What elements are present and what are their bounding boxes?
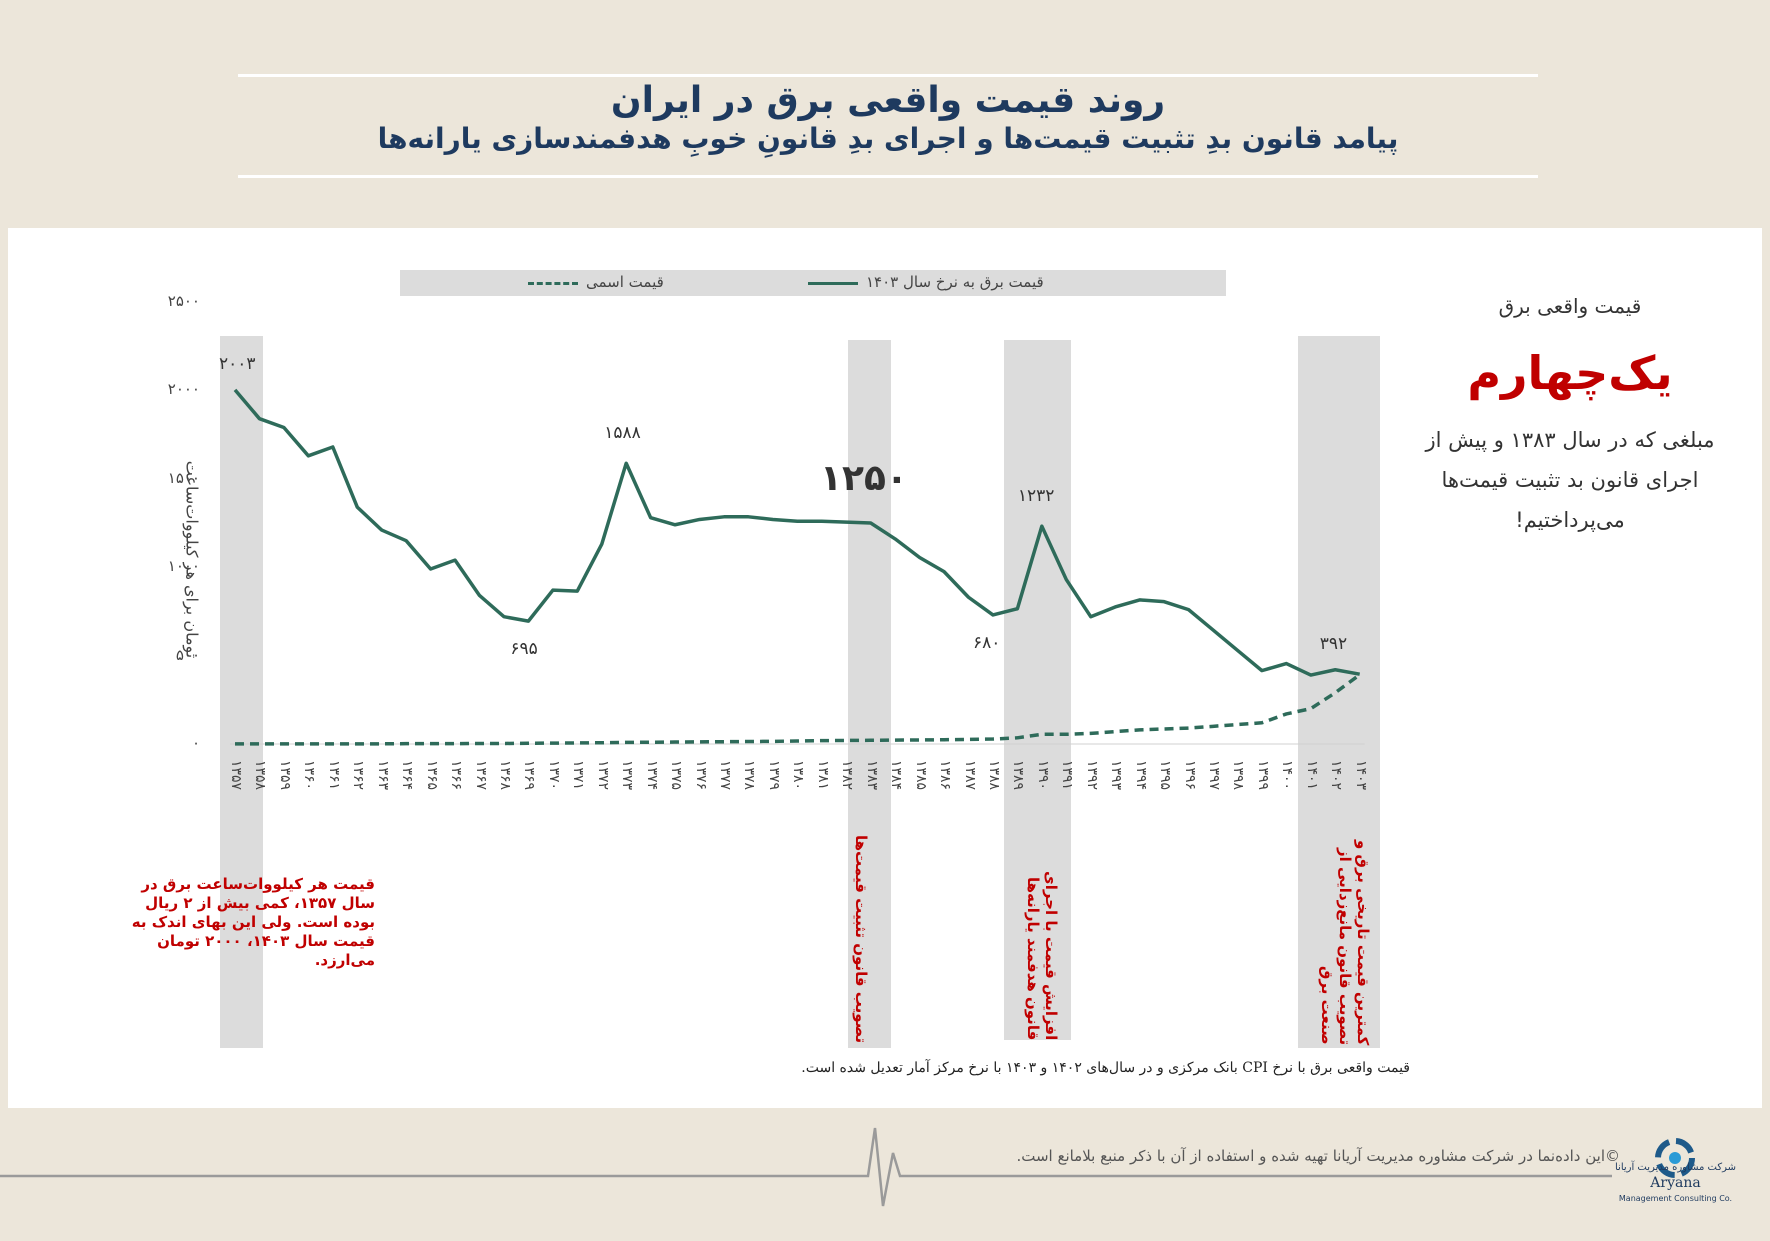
x-tick-label: ۱۴۰۲ xyxy=(1328,760,1345,791)
band-note-1390: افزایش قیمت با اجرای قانون هدفمند یارانه… xyxy=(1024,870,1060,1040)
x-tick-label: ۱۳۸۰ xyxy=(790,760,807,791)
x-tick-label: ۱۳۷۳ xyxy=(619,760,636,791)
x-tick-label: ۱۳۷۷ xyxy=(717,760,733,791)
note-1357: قیمت هر کیلووات‌ساعت برق در سال ۱۳۵۷، کم… xyxy=(131,875,375,969)
copyright-text: ©این داده‌نما در شرکت مشاوره مدیریت آریا… xyxy=(1016,1147,1620,1165)
x-tick-label: ۱۳۷۲ xyxy=(594,760,611,791)
x-tick-label: ۱۳۸۸ xyxy=(985,760,1002,791)
x-tick-label: ۱۳۷۴ xyxy=(643,760,660,791)
x-tick-label: ۱۴۰۱ xyxy=(1303,760,1320,791)
legend-nominal-label: قیمت اسمی xyxy=(586,273,664,291)
series-nominal-line xyxy=(235,673,1361,746)
x-tick-label: ۱۳۶۰ xyxy=(301,760,318,791)
header-top-rule xyxy=(238,74,1538,77)
x-tick-label: ۱۳۹۵ xyxy=(1157,760,1174,791)
footer xyxy=(0,1108,1770,1241)
band-1357 xyxy=(220,336,263,1048)
y-tick-label: ۱۵۰۰ xyxy=(167,468,200,487)
x-tick-label: ۱۳۹۲ xyxy=(1083,760,1100,791)
x-tick-label: ۱۳۹۶ xyxy=(1181,760,1198,791)
side-highlight: یک‌چهارم xyxy=(1467,346,1673,400)
logo-text-en: Aryana xyxy=(1650,1175,1701,1191)
band-note-1383: تصویب قانون تثبیت قیمت‌ها xyxy=(852,834,870,1043)
logo-text-fa: شرکت مشاوره مدیریت آریانا xyxy=(1614,1162,1736,1173)
x-tick-label: ۱۳۶۱ xyxy=(325,760,342,791)
aryana-logo-icon xyxy=(1655,1138,1695,1178)
legend-real-label: قیمت برق به نرخ سال ۱۴۰۳ xyxy=(866,273,1044,291)
legend: قیمت برق به نرخ سال ۱۴۰۳ قیمت اسمی xyxy=(400,270,1226,296)
x-tick-label: ۱۳۹۴ xyxy=(1132,760,1149,791)
side-heading: قیمت واقعی برق xyxy=(1498,294,1642,318)
y-tick-label: ۱۰۰۰ xyxy=(167,557,200,576)
x-tick-label: ۱۳۶۷ xyxy=(472,760,489,791)
x-tick-label: ۱۳۹۳ xyxy=(1108,760,1125,791)
page-subtitle: پیامد قانون بدِ تثبیت قیمت‌ها و اجرای بد… xyxy=(377,122,1399,155)
band-note-1403: کمترین قیمت تاریخی برق و تصویب قانون مان… xyxy=(1318,839,1372,1045)
x-tick-label: ۱۳۹۰ xyxy=(1034,760,1051,791)
y-tick-label: ۰ xyxy=(191,734,200,752)
y-tick-label: ۵۰۰ xyxy=(175,645,200,664)
x-tick-label: ۱۳۸۶ xyxy=(937,760,954,791)
y-tick-label: ۲۵۰۰ xyxy=(167,292,200,310)
x-tick-label: ۱۳۶۹ xyxy=(521,760,538,791)
x-tick-label: ۱۳۶۵ xyxy=(423,760,440,791)
label-1250: ۱۲۵۰ xyxy=(820,458,908,499)
x-tick-label: ۱۳۵۷ xyxy=(228,760,244,791)
x-tick-label: ۱۳۵۸ xyxy=(252,760,269,791)
data-label: ۱۵۸۸ xyxy=(604,423,641,444)
footnote: قیمت واقعی برق با نرخ CPI بانک مرکزی و د… xyxy=(801,1060,1410,1076)
x-tick-label: ۱۳۹۹ xyxy=(1254,760,1271,791)
series-real-line xyxy=(233,388,1361,677)
x-tick-label: ۱۳۷۹ xyxy=(765,760,782,791)
x-tick-label: ۱۳۶۶ xyxy=(448,760,465,791)
x-tick-label: ۱۳۶۸ xyxy=(496,760,513,791)
legend-nominal-swatch xyxy=(528,282,578,285)
band-1389-1391 xyxy=(1004,340,1071,1040)
x-tick-label: ۱۳۷۸ xyxy=(741,760,758,791)
x-tick-label: ۱۳۷۶ xyxy=(692,760,709,791)
x-tick-label: ۱۳۸۹ xyxy=(1010,760,1027,791)
page-title: روند قیمت واقعی برق در ایران xyxy=(610,80,1166,121)
data-label: ۳۹۲ xyxy=(1319,634,1348,655)
header: روند قیمت واقعی برق در ایران پیامد قانون… xyxy=(0,0,1770,226)
x-tick-label: ۱۳۶۴ xyxy=(399,760,416,791)
x-tick-label: ۱۳۷۵ xyxy=(668,760,685,791)
heartbeat-line xyxy=(0,1127,1612,1207)
x-tick-label: ۱۳۸۵ xyxy=(912,760,929,791)
x-tick-label: ۱۳۸۱ xyxy=(814,760,831,791)
legend-real-swatch xyxy=(808,282,858,285)
x-tick-label: ۱۴۰۳ xyxy=(1352,760,1369,791)
x-tick-label: ۱۳۵۹ xyxy=(276,760,293,791)
x-tick-label: ۱۳۶۲ xyxy=(350,760,367,791)
x-tick-label: ۱۳۸۳ xyxy=(863,760,880,791)
x-tick-label: ۱۳۷۰ xyxy=(545,760,562,791)
data-label: ۶۸۰ xyxy=(972,632,1001,653)
data-label: ۱۲۳۲ xyxy=(1017,486,1055,507)
x-tick-label: ۱۳۹۷ xyxy=(1206,760,1222,791)
x-tick-label: ۱۳۹۱ xyxy=(1059,760,1076,791)
x-tick-label: ۱۳۸۷ xyxy=(961,760,978,791)
header-bottom-rule xyxy=(238,175,1538,178)
x-tick-label: ۱۳۷۱ xyxy=(570,760,587,791)
x-tick-label: ۱۳۶۳ xyxy=(374,760,391,791)
x-tick-label: ۱۳۹۸ xyxy=(1230,760,1247,791)
x-tick-label: ۱۴۰۰ xyxy=(1279,760,1296,791)
logo-text-en-sub: Management Consulting Co. xyxy=(1618,1194,1733,1203)
side-body: مبلغی که در سال ۱۳۸۳ و پیش از اجرای قانو… xyxy=(1425,428,1715,532)
data-label: ۲۰۰۳ xyxy=(219,353,256,374)
x-tick-label: ۱۳۸۲ xyxy=(839,760,856,791)
band-1383 xyxy=(848,340,891,1048)
x-tick-label: ۱۳۸۴ xyxy=(888,760,905,791)
y-tick-label: ۲۰۰۰ xyxy=(167,380,200,399)
data-label: ۶۹۵ xyxy=(510,639,538,660)
